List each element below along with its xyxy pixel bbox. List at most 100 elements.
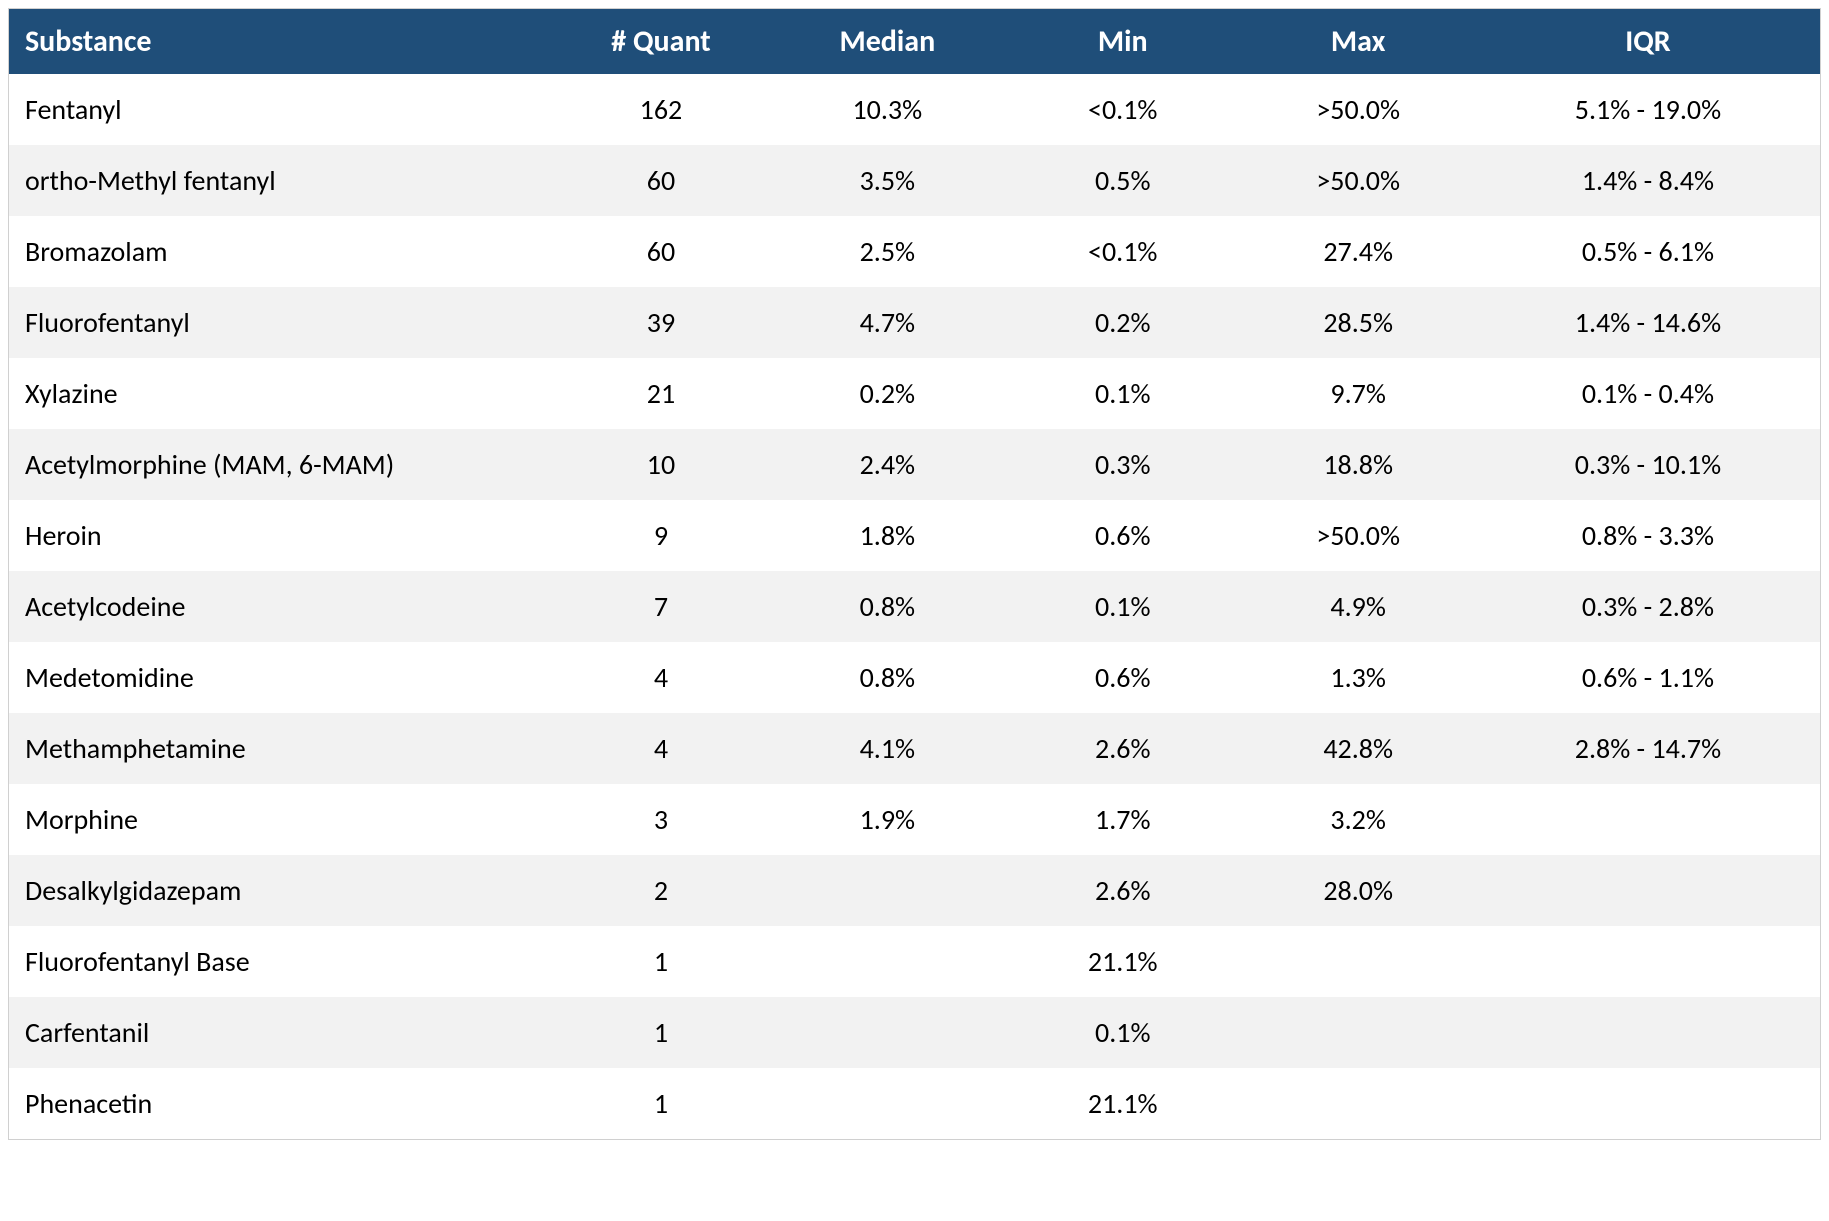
cell-max: 3.2%: [1240, 784, 1475, 855]
table-row: Fluorofentanyl394.7%0.2%28.5%1.4% - 14.6…: [9, 287, 1820, 358]
cell-median: [770, 1068, 1005, 1139]
table-row: Fentanyl16210.3%<0.1%>50.0%5.1% - 19.0%: [9, 74, 1820, 145]
cell-quant: 60: [552, 216, 769, 287]
cell-substance: Fluorofentanyl Base: [9, 926, 552, 997]
substance-table: Substance # Quant Median Min Max IQR Fen…: [9, 9, 1820, 1139]
cell-min: 0.5%: [1005, 145, 1240, 216]
cell-quant: 1: [552, 1068, 769, 1139]
cell-min: 0.2%: [1005, 287, 1240, 358]
cell-max: [1240, 926, 1475, 997]
cell-median: 2.4%: [770, 429, 1005, 500]
cell-iqr: 0.3% - 10.1%: [1476, 429, 1820, 500]
table-row: Acetylcodeine70.8%0.1%4.9%0.3% - 2.8%: [9, 571, 1820, 642]
cell-max: >50.0%: [1240, 74, 1475, 145]
table-row: Methamphetamine44.1%2.6%42.8%2.8% - 14.7…: [9, 713, 1820, 784]
cell-substance: Acetylmorphine (MAM, 6-MAM): [9, 429, 552, 500]
cell-substance: Carfentanil: [9, 997, 552, 1068]
cell-substance: Acetylcodeine: [9, 571, 552, 642]
cell-median: 0.2%: [770, 358, 1005, 429]
table-row: Heroin91.8%0.6%>50.0%0.8% - 3.3%: [9, 500, 1820, 571]
table-row: Bromazolam602.5%<0.1%27.4%0.5% - 6.1%: [9, 216, 1820, 287]
cell-min: 1.7%: [1005, 784, 1240, 855]
cell-iqr: 0.6% - 1.1%: [1476, 642, 1820, 713]
cell-max: [1240, 1068, 1475, 1139]
col-header-min: Min: [1005, 9, 1240, 74]
cell-substance: Xylazine: [9, 358, 552, 429]
cell-min: 0.6%: [1005, 642, 1240, 713]
cell-substance: Bromazolam: [9, 216, 552, 287]
cell-median: 4.7%: [770, 287, 1005, 358]
cell-iqr: 0.5% - 6.1%: [1476, 216, 1820, 287]
cell-median: [770, 855, 1005, 926]
cell-median: 10.3%: [770, 74, 1005, 145]
cell-iqr: 0.8% - 3.3%: [1476, 500, 1820, 571]
cell-quant: 1: [552, 997, 769, 1068]
cell-max: >50.0%: [1240, 145, 1475, 216]
cell-max: 27.4%: [1240, 216, 1475, 287]
cell-max: 4.9%: [1240, 571, 1475, 642]
cell-substance: Methamphetamine: [9, 713, 552, 784]
cell-substance: Desalkylgidazepam: [9, 855, 552, 926]
cell-median: [770, 926, 1005, 997]
cell-median: [770, 997, 1005, 1068]
cell-max: 18.8%: [1240, 429, 1475, 500]
table-body: Fentanyl16210.3%<0.1%>50.0%5.1% - 19.0%o…: [9, 74, 1820, 1139]
cell-substance: Fluorofentanyl: [9, 287, 552, 358]
cell-min: 0.6%: [1005, 500, 1240, 571]
cell-iqr: [1476, 997, 1820, 1068]
cell-iqr: 1.4% - 14.6%: [1476, 287, 1820, 358]
cell-iqr: [1476, 855, 1820, 926]
cell-quant: 9: [552, 500, 769, 571]
cell-min: <0.1%: [1005, 74, 1240, 145]
cell-quant: 2: [552, 855, 769, 926]
cell-iqr: 0.3% - 2.8%: [1476, 571, 1820, 642]
cell-median: 1.9%: [770, 784, 1005, 855]
table-row: Acetylmorphine (MAM, 6-MAM)102.4%0.3%18.…: [9, 429, 1820, 500]
cell-iqr: 5.1% - 19.0%: [1476, 74, 1820, 145]
table-row: ortho-Methyl fentanyl603.5%0.5%>50.0%1.4…: [9, 145, 1820, 216]
cell-quant: 21: [552, 358, 769, 429]
cell-max: 28.0%: [1240, 855, 1475, 926]
cell-quant: 60: [552, 145, 769, 216]
cell-min: 2.6%: [1005, 713, 1240, 784]
table-row: Desalkylgidazepam2 2.6%28.0%: [9, 855, 1820, 926]
cell-quant: 1: [552, 926, 769, 997]
cell-min: 21.1%: [1005, 926, 1240, 997]
cell-iqr: [1476, 784, 1820, 855]
cell-substance: Morphine: [9, 784, 552, 855]
cell-median: 4.1%: [770, 713, 1005, 784]
col-header-quant: # Quant: [552, 9, 769, 74]
cell-quant: 162: [552, 74, 769, 145]
cell-substance: ortho-Methyl fentanyl: [9, 145, 552, 216]
table-row: Fluorofentanyl Base1 21.1%: [9, 926, 1820, 997]
col-header-median: Median: [770, 9, 1005, 74]
col-header-substance: Substance: [9, 9, 552, 74]
cell-quant: 4: [552, 642, 769, 713]
table-row: Morphine31.9%1.7%3.2%: [9, 784, 1820, 855]
cell-iqr: 0.1% - 0.4%: [1476, 358, 1820, 429]
cell-quant: 3: [552, 784, 769, 855]
cell-iqr: [1476, 926, 1820, 997]
table-row: Carfentanil10.1%: [9, 997, 1820, 1068]
col-header-iqr: IQR: [1476, 9, 1820, 74]
cell-median: 3.5%: [770, 145, 1005, 216]
cell-quant: 39: [552, 287, 769, 358]
cell-min: <0.1%: [1005, 216, 1240, 287]
cell-median: 1.8%: [770, 500, 1005, 571]
cell-quant: 10: [552, 429, 769, 500]
cell-min: 0.1%: [1005, 571, 1240, 642]
cell-iqr: 2.8% - 14.7%: [1476, 713, 1820, 784]
cell-max: 9.7%: [1240, 358, 1475, 429]
cell-min: 0.3%: [1005, 429, 1240, 500]
table-row: Medetomidine40.8%0.6%1.3%0.6% - 1.1%: [9, 642, 1820, 713]
substance-table-container: Substance # Quant Median Min Max IQR Fen…: [8, 8, 1821, 1140]
cell-median: 0.8%: [770, 571, 1005, 642]
cell-median: 2.5%: [770, 216, 1005, 287]
cell-min: 2.6%: [1005, 855, 1240, 926]
col-header-max: Max: [1240, 9, 1475, 74]
cell-min: 21.1%: [1005, 1068, 1240, 1139]
cell-min: 0.1%: [1005, 358, 1240, 429]
cell-max: 42.8%: [1240, 713, 1475, 784]
cell-iqr: 1.4% - 8.4%: [1476, 145, 1820, 216]
cell-max: 28.5%: [1240, 287, 1475, 358]
